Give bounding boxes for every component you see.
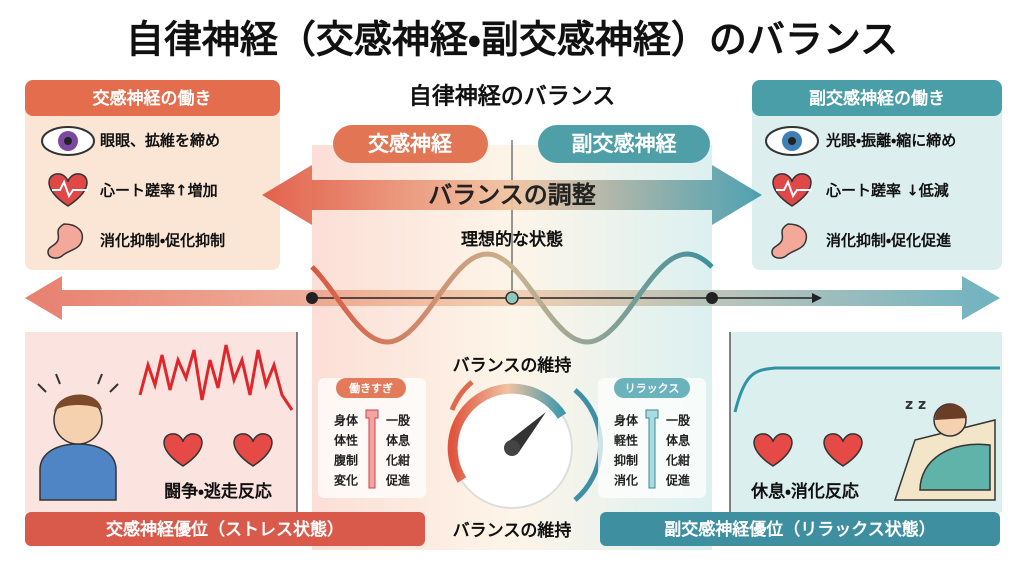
parasympathetic-panel-title: 副交感神経の働き [809,88,945,109]
relax-response: 休息・消化反応 [750,481,859,502]
sympathetic-panel-title: 交感神経の働き [93,88,212,109]
box-word: 抑制 [614,453,638,468]
box-word: 化紺 [385,453,410,468]
box-word: 体性 [334,433,358,448]
box-word: 腹制 [334,453,358,468]
box-word: 体息 [386,433,410,448]
sympathetic-tab [333,125,488,163]
stress-banner-label: 交感神経優位（ストレス状態） [106,519,344,540]
axis-dot [505,291,519,305]
sympathetic-item: 眼眼、拡維を締め [100,132,220,150]
relax-pill [614,378,690,398]
body-gauge-icon [645,409,659,489]
overwork-pill [336,378,406,398]
relax-banner [600,512,1000,546]
heart-icon [823,433,863,467]
box-word: 身体 [614,413,639,428]
svg-text:z z: z z [905,397,926,413]
stress-banner [25,512,425,546]
sympathetic-item: 消化抑制・促化抑制 [100,232,225,250]
sleeping-person-icon: z z [893,397,996,501]
balance-keep-label: バランスの維持 [453,355,572,376]
sympathetic-tab-label: 交感神経 [368,132,453,156]
gauge [447,380,604,509]
axis-dot [306,292,318,304]
page-title: 自律神経（交感神経・副交感神経）のバランス [126,18,898,62]
stress-response: 闘争・逃走反応 [164,481,272,502]
heart-icon [233,433,273,467]
stomach-icon [47,223,84,259]
heart-icon [753,433,793,467]
overwork-label: 働きすぎ [348,381,393,395]
stressed-person-icon [37,373,119,501]
relax-banner-label: 副交感神経優位（リラックス状態） [664,519,936,540]
ideal-state-label: 理想的な状態 [461,229,563,250]
relax-label: リラックス [625,382,680,395]
pulse-icon [52,179,88,199]
box-word: 化紺 [665,453,690,468]
relax-curve [733,366,1000,413]
stomach-icon [771,223,808,259]
eye-icon [41,126,95,156]
sympathetic-panel [25,80,280,270]
box-word: 変化 [334,473,358,488]
stress-ecg [138,344,294,411]
center-heading: 自律神経のバランス [409,83,616,110]
balance-arrow [262,165,762,225]
parasympathetic-tab-label: 副交感神経 [572,132,678,156]
axis-dot [706,292,718,304]
eye-icon [765,126,819,156]
heart-icon [772,173,812,207]
box-word: 促進 [385,473,410,488]
sympathetic-panel-header [25,80,280,116]
parasympathetic-panel [752,80,1002,270]
parasympathetic-tab [538,125,710,163]
balance-wave [310,251,714,345]
heart-icon [48,173,88,207]
box-word: 消化 [614,473,638,488]
box-word: 促進 [665,473,690,488]
sympathetic-item: 心ート蹉率↑増加 [99,182,218,200]
heart-icon [163,433,203,467]
parasympathetic-item: 心ート蹉率 ↓低減 [825,182,949,200]
parasympathetic-item: 光眼・振離・縮に締め [825,132,956,150]
balance-keep-label: バランスの維持 [453,520,572,541]
parasympathetic-item: 消化抑制・促化促進 [826,232,951,250]
box-word: 一股 [386,413,411,428]
box-word: 身体 [334,413,359,428]
axis-arrowhead [812,293,822,303]
box-word: 体息 [666,433,690,448]
box-word: 一股 [666,413,691,428]
balance-arrow-label: バランスの調整 [428,181,597,209]
body-gauge-icon [365,409,379,489]
parasympathetic-panel-header [752,80,1002,116]
pulse-icon [776,179,812,199]
box-word: 軽性 [614,433,638,448]
